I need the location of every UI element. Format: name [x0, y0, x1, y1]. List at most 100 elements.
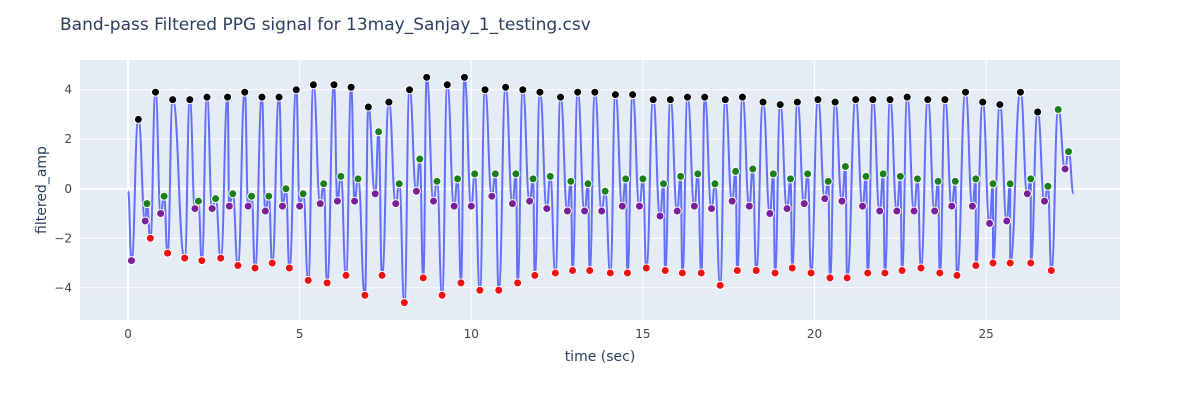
marker-red-point [605, 268, 615, 278]
marker-purple-point [909, 206, 919, 216]
marker-green-point [374, 127, 384, 137]
marker-purple-point [892, 206, 902, 216]
marker-black-point [851, 95, 861, 105]
marker-purple-point [782, 204, 792, 214]
marker-green-point [988, 179, 998, 189]
marker-black-point [628, 90, 638, 100]
marker-purple-point [224, 201, 234, 211]
marker-purple-point [315, 199, 325, 209]
y-tick-label: 0 [64, 182, 72, 196]
marker-red-point [971, 261, 981, 271]
marker-black-point [240, 87, 250, 97]
y-tick-label: −2 [54, 231, 72, 245]
marker-purple-point [332, 196, 342, 206]
marker-purple-point [672, 206, 682, 216]
marker-black-point [648, 95, 658, 105]
marker-red-point [145, 233, 155, 243]
marker-red-point [494, 285, 504, 295]
marker-green-point [394, 179, 404, 189]
marker-purple-point [411, 186, 421, 196]
marker-red-point [437, 290, 447, 300]
marker-purple-point [634, 201, 644, 211]
marker-red-point [341, 270, 351, 280]
marker-green-point [710, 179, 720, 189]
marker-purple-point [597, 206, 607, 216]
marker-purple-point [562, 206, 572, 216]
marker-red-point [233, 261, 243, 271]
marker-green-point [658, 179, 668, 189]
marker-purple-point [930, 206, 940, 216]
marker-purple-point [967, 201, 977, 211]
marker-purple-point [655, 211, 665, 221]
marker-black-point [1015, 87, 1025, 97]
chart-title: Band-pass Filtered PPG signal for 13may_… [60, 15, 591, 35]
marker-green-point [159, 191, 169, 201]
marker-purple-point [190, 204, 200, 214]
marker-red-point [842, 273, 852, 283]
marker-black-point [405, 85, 415, 95]
marker-green-point [693, 169, 703, 179]
marker-green-point [453, 174, 463, 184]
marker-green-point [803, 169, 813, 179]
marker-purple-point [985, 218, 995, 228]
marker-green-point [511, 169, 521, 179]
marker-purple-point [727, 196, 737, 206]
marker-green-point [1053, 105, 1063, 115]
marker-red-point [696, 268, 706, 278]
x-tick-label: 0 [124, 327, 132, 341]
marker-green-point [676, 171, 686, 181]
marker-black-point [813, 95, 823, 105]
marker-purple-point [820, 194, 830, 204]
marker-black-point [535, 87, 545, 97]
y-tick-label: 2 [64, 132, 72, 146]
marker-red-point [456, 278, 466, 288]
x-tick-label: 5 [296, 327, 304, 341]
x-axis-title: time (sec) [565, 349, 636, 365]
marker-red-point [677, 268, 687, 278]
marker-purple-point [370, 189, 380, 199]
marker-purple-point [350, 196, 360, 206]
marker-red-point [988, 258, 998, 268]
marker-black-point [902, 92, 912, 102]
marker-purple-point [156, 209, 166, 219]
marker-green-point [861, 171, 871, 181]
marker-black-point [133, 114, 143, 124]
marker-green-point [353, 174, 363, 184]
marker-red-point [303, 275, 313, 285]
marker-black-point [151, 87, 161, 97]
marker-red-point [475, 285, 485, 295]
marker-purple-point [429, 196, 439, 206]
marker-black-point [590, 87, 600, 97]
markers [126, 72, 1074, 308]
marker-black-point [868, 95, 878, 105]
x-tick-label: 15 [635, 327, 650, 341]
y-tick-label: −4 [54, 281, 72, 295]
y-axis-ticks: −4 −2 0 2 4 [54, 83, 72, 295]
marker-red-point [377, 270, 387, 280]
marker-black-point [329, 80, 339, 90]
marker-purple-point [1022, 189, 1032, 199]
marker-red-point [250, 263, 260, 273]
y-axis-title: filtered_amp [34, 146, 50, 234]
marker-green-point [415, 154, 425, 164]
marker-green-point [878, 169, 888, 179]
marker-red-point [880, 268, 890, 278]
marker-green-point [768, 169, 778, 179]
marker-black-point [291, 85, 301, 95]
marker-red-point [322, 278, 332, 288]
marker-purple-point [126, 256, 136, 266]
marker-green-point [193, 196, 203, 206]
marker-green-point [1005, 179, 1015, 189]
marker-black-point [363, 102, 373, 112]
marker-green-point [319, 179, 329, 189]
marker-purple-point [837, 196, 847, 206]
marker-green-point [971, 174, 981, 184]
marker-red-point [530, 270, 540, 280]
marker-red-point [935, 268, 945, 278]
marker-purple-point [707, 204, 717, 214]
x-tick-label: 20 [807, 327, 822, 341]
marker-red-point [550, 268, 560, 278]
marker-red-point [1026, 258, 1036, 268]
marker-black-point [308, 80, 318, 90]
marker-purple-point [765, 209, 775, 219]
